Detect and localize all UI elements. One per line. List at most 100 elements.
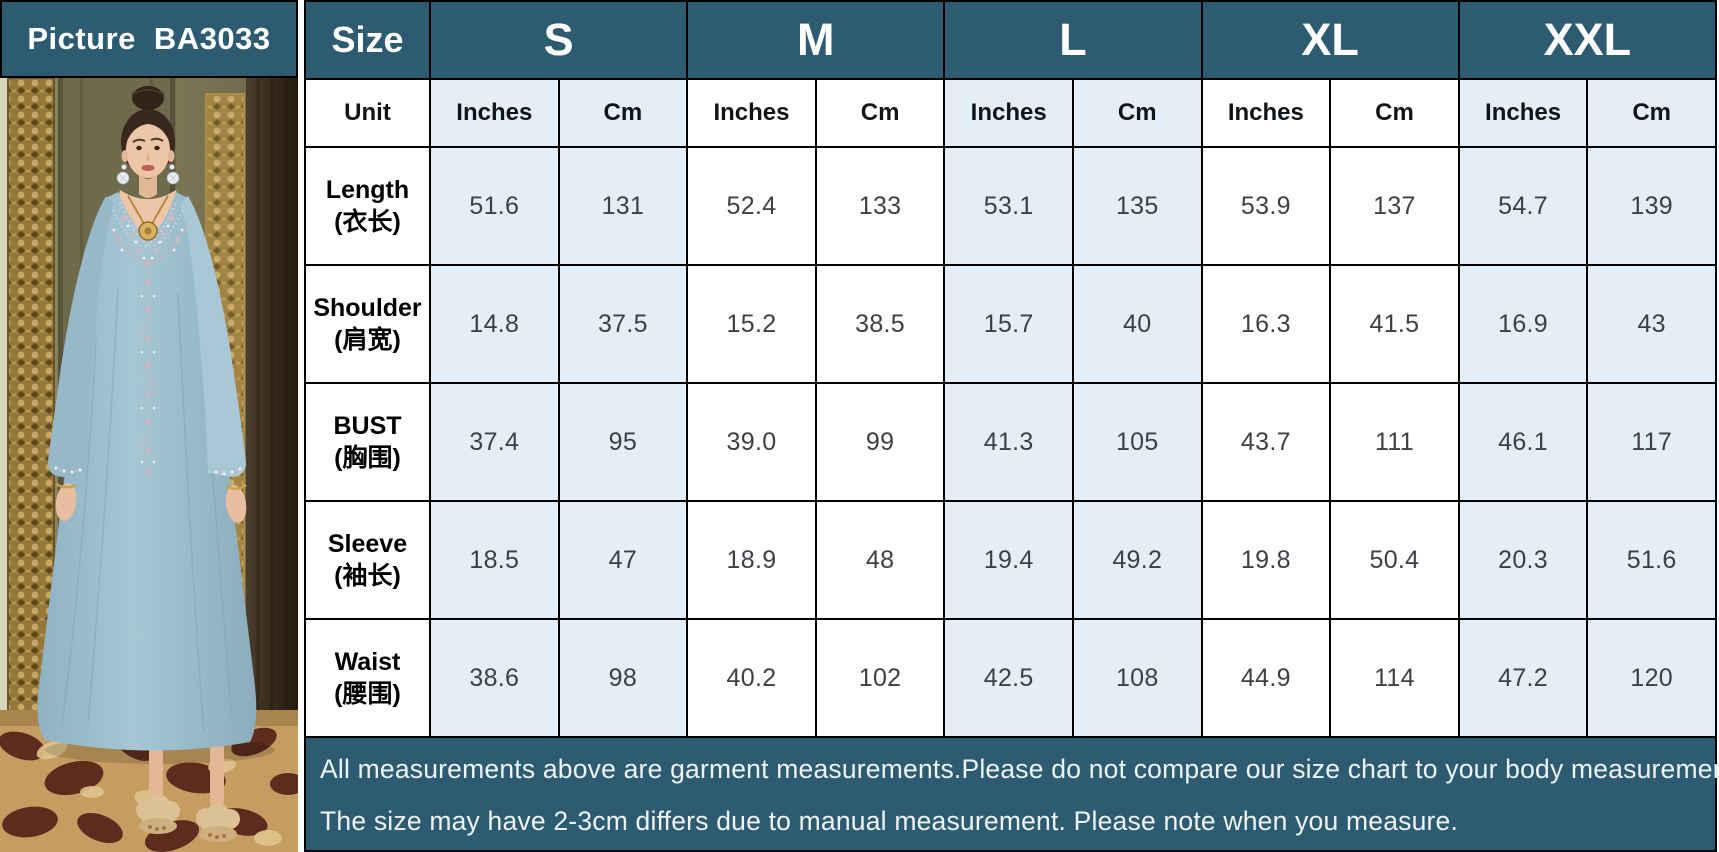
size-table: Size S M L XL XXL Unit Inches Cm Inches … xyxy=(304,0,1718,738)
value-cell: 135 xyxy=(1071,146,1203,266)
value-cell: 117 xyxy=(1586,382,1717,502)
value-cell: 98 xyxy=(557,618,689,738)
value-cell: 18.9 xyxy=(686,500,817,620)
value-cell: 43.7 xyxy=(1200,382,1332,502)
unit-cm-m: Cm xyxy=(814,78,946,148)
unit-inches-s: Inches xyxy=(429,78,560,148)
value-cell: 20.3 xyxy=(1457,500,1589,620)
measure-label-en: Shoulder xyxy=(313,293,422,322)
value-cell: 37.4 xyxy=(429,382,560,502)
model-code: BA3033 xyxy=(153,21,271,56)
measure-label-zh: (袖长) xyxy=(334,562,401,590)
measure-label-shoulder: Shoulder (肩宽) xyxy=(304,264,431,384)
table-row-waist: Waist (腰围) 38.6 98 40.2 102 42.5 108 44.… xyxy=(304,618,1717,738)
measure-label-waist: Waist (腰围) xyxy=(304,618,431,738)
value-cell: 105 xyxy=(1071,382,1203,502)
value-cell: 38.5 xyxy=(814,264,946,384)
measure-label-en: Length xyxy=(325,175,410,204)
table-row-shoulder: Shoulder (肩宽) 14.8 37.5 15.2 38.5 15.7 4… xyxy=(304,264,1717,384)
value-cell: 15.7 xyxy=(943,264,1074,384)
value-cell: 108 xyxy=(1071,618,1203,738)
value-cell: 95 xyxy=(557,382,689,502)
unit-cm-s: Cm xyxy=(557,78,689,148)
size-header-xl: XL xyxy=(1200,0,1460,80)
value-cell: 16.3 xyxy=(1200,264,1332,384)
value-cell: 50.4 xyxy=(1329,500,1460,620)
unit-row: Unit Inches Cm Inches Cm Inches Cm Inche… xyxy=(304,78,1717,148)
note-line-2: The size may have 2-3cm differs due to m… xyxy=(320,805,1459,836)
measure-label-sleeve: Sleeve (袖长) xyxy=(304,500,431,620)
value-cell: 54.7 xyxy=(1457,146,1589,266)
right-sleeve xyxy=(180,196,246,477)
unit-cm-xl: Cm xyxy=(1329,78,1460,148)
size-header-s: S xyxy=(428,0,689,80)
value-cell: 42.5 xyxy=(943,618,1074,738)
value-cell: 99 xyxy=(814,382,946,502)
hands xyxy=(55,483,247,523)
value-cell: 15.2 xyxy=(686,264,817,384)
size-table-area: Size S M L XL XXL Unit Inches Cm Inches … xyxy=(304,0,1719,852)
value-cell: 137 xyxy=(1329,146,1460,266)
picture-label: Picture xyxy=(27,21,136,56)
value-cell: 41.5 xyxy=(1329,264,1460,384)
unit-label: Unit xyxy=(304,78,431,148)
value-cell: 43 xyxy=(1586,264,1717,384)
value-cell: 120 xyxy=(1586,618,1717,738)
bracelet xyxy=(55,482,77,489)
value-cell: 139 xyxy=(1586,146,1717,266)
size-header-m: M xyxy=(686,0,946,80)
value-cell: 19.8 xyxy=(1200,500,1332,620)
picture-column: Picture BA3033 xyxy=(0,0,298,852)
value-cell: 38.6 xyxy=(429,618,560,738)
value-cell: 51.6 xyxy=(429,146,560,266)
value-cell: 49.2 xyxy=(1071,500,1203,620)
model-photo xyxy=(0,78,298,852)
value-cell: 52.4 xyxy=(686,146,817,266)
value-cell: 19.4 xyxy=(943,500,1074,620)
value-cell: 37.5 xyxy=(557,264,689,384)
table-row-length: Length (衣长) 51.6 131 52.4 133 53.1 135 5… xyxy=(304,146,1717,266)
value-cell: 14.8 xyxy=(429,264,560,384)
unit-inches-l: Inches xyxy=(943,78,1074,148)
measure-label-zh: (肩宽) xyxy=(334,326,401,354)
measure-label-en: Sleeve xyxy=(327,529,408,558)
value-cell: 111 xyxy=(1329,382,1460,502)
model-photo-illustration xyxy=(0,78,298,852)
size-header-row: Size S M L XL XXL xyxy=(304,0,1718,80)
value-cell: 41.3 xyxy=(943,382,1074,502)
slippers xyxy=(136,795,240,842)
value-cell: 133 xyxy=(814,146,946,266)
unit-inches-xxl: Inches xyxy=(1457,78,1589,148)
note-line-1: All measurements above are garment measu… xyxy=(320,753,1719,784)
size-column-header: Size xyxy=(304,0,431,80)
unit-cm-xxl: Cm xyxy=(1586,78,1717,148)
value-cell: 44.9 xyxy=(1200,618,1332,738)
embroidery xyxy=(107,201,189,476)
model xyxy=(37,86,275,842)
measure-label-length: Length (衣长) xyxy=(304,146,431,266)
value-cell: 114 xyxy=(1329,618,1460,738)
value-cell: 51.6 xyxy=(1586,500,1717,620)
measure-label-en: BUST xyxy=(333,411,402,440)
unit-cm-l: Cm xyxy=(1071,78,1203,148)
value-cell: 40.2 xyxy=(686,618,817,738)
notes-bar: All measurements above are garment measu… xyxy=(304,738,1719,852)
earrings xyxy=(116,164,180,185)
measure-label-en: Waist xyxy=(334,647,401,676)
value-cell: 40 xyxy=(1071,264,1203,384)
value-cell: 47.2 xyxy=(1457,618,1589,738)
unit-inches-xl: Inches xyxy=(1200,78,1332,148)
table-row-bust: BUST (胸围) 37.4 95 39.0 99 41.3 105 43.7 … xyxy=(304,382,1717,502)
table-row-sleeve: Sleeve (袖长) 18.5 47 18.9 48 19.4 49.2 19… xyxy=(304,500,1717,620)
necklace xyxy=(127,195,169,241)
measure-label-bust: BUST (胸围) xyxy=(304,382,431,502)
left-sleeve xyxy=(48,196,114,477)
value-cell: 102 xyxy=(814,618,946,738)
value-cell: 18.5 xyxy=(429,500,560,620)
bracelet xyxy=(225,483,247,490)
measure-label-zh: (腰围) xyxy=(334,680,401,708)
value-cell: 48 xyxy=(814,500,946,620)
measure-label-zh: (胸围) xyxy=(334,444,401,472)
value-cell: 47 xyxy=(557,500,689,620)
